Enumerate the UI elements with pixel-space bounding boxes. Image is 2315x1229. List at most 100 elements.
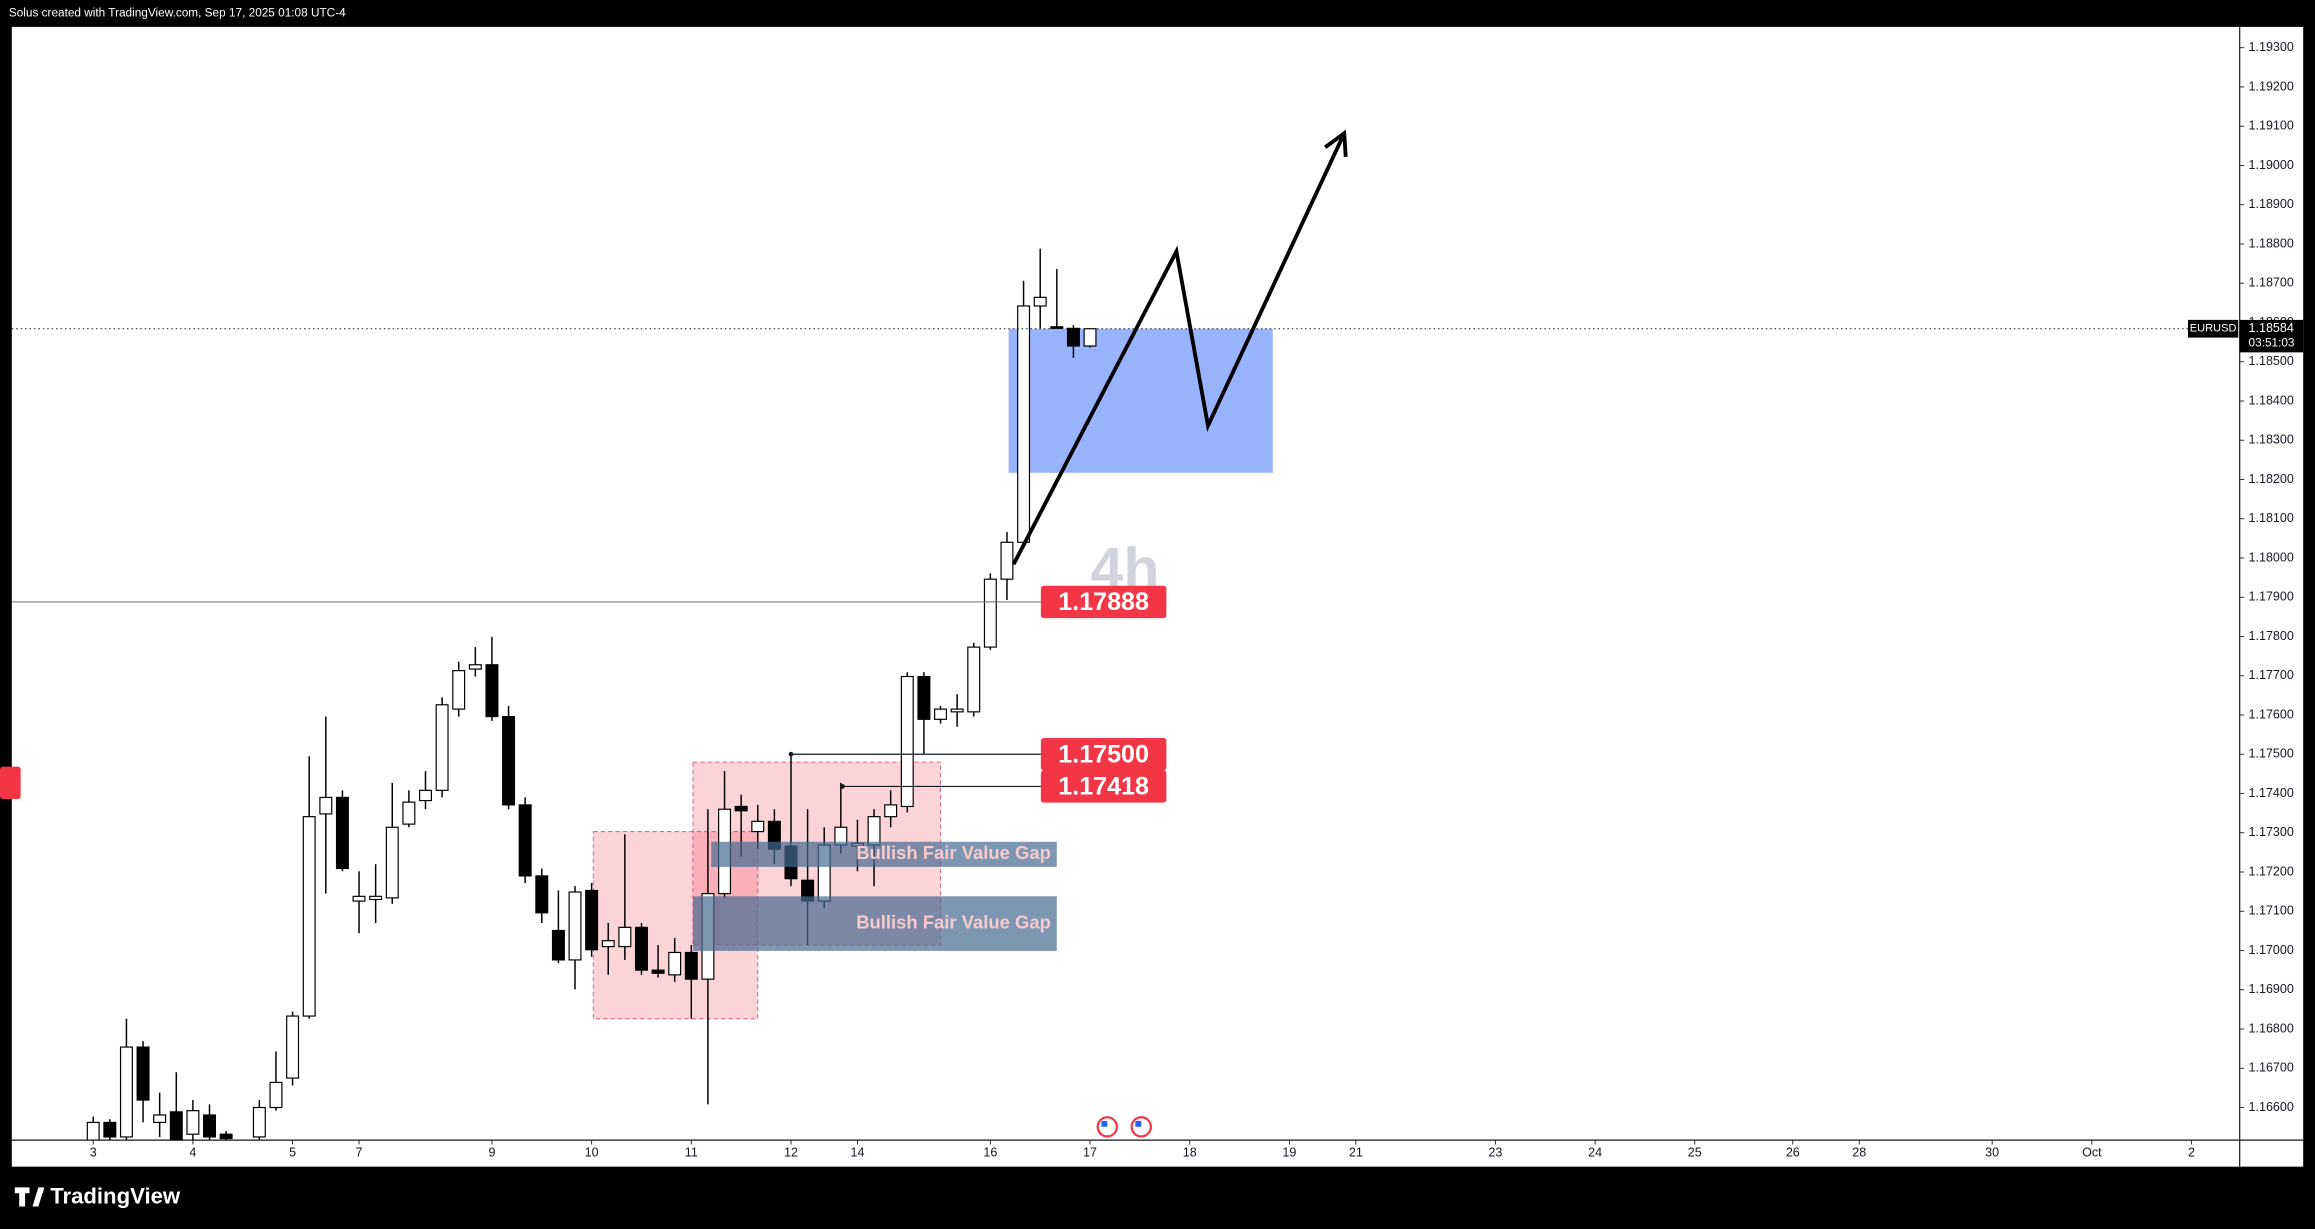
x-tick-label: 25 (1688, 1146, 1702, 1160)
candle-body (884, 804, 898, 818)
brand-name: TradingView (50, 1184, 181, 1209)
candle-body (601, 940, 615, 948)
fvg-box (692, 896, 1057, 951)
candle-body (286, 1015, 300, 1079)
x-tick-label: 4 (189, 1146, 196, 1160)
candle-body (1050, 326, 1064, 329)
candle-body (319, 796, 333, 815)
candle-body (252, 1106, 266, 1138)
candle-body (485, 664, 499, 718)
candle-body (535, 875, 549, 914)
x-tick-label: 21 (1349, 1146, 1363, 1160)
x-tick-label: 11 (685, 1146, 698, 1160)
fvg-box-label: Bullish Fair Value Gap (856, 842, 1051, 863)
candle-body (1000, 541, 1014, 580)
y-tick-label: 1.18100 (2249, 511, 2294, 525)
level-label: 1.17418 (1058, 773, 1149, 801)
logo-mark (14, 1187, 45, 1207)
y-tick-label: 1.16900 (2249, 982, 2294, 996)
y-tick-label: 1.17300 (2249, 825, 2294, 839)
x-tick-label: 23 (1488, 1146, 1502, 1160)
y-tick-label: 1.17600 (2249, 707, 2294, 721)
x-tick-label: Oct (2082, 1146, 2102, 1160)
level-label-box (1040, 585, 1167, 619)
candle-body (186, 1110, 200, 1135)
level-anchor (840, 784, 845, 789)
candle-body (153, 1114, 167, 1124)
candle-body (468, 664, 482, 670)
candle-body (618, 926, 632, 948)
x-tick-label: 18 (1183, 1146, 1197, 1160)
y-tick-label: 1.17700 (2249, 668, 2294, 682)
candle-body (1033, 296, 1047, 307)
candle-body (585, 889, 599, 951)
flag-canton (1101, 1120, 1108, 1127)
x-tick-label: 24 (1588, 1146, 1602, 1160)
x-tick-label: 28 (1852, 1146, 1866, 1160)
price-tag-text: 1.18584 (2249, 321, 2294, 335)
offscreen-label (0, 766, 21, 800)
level-label-box (1040, 770, 1167, 803)
candle-body (418, 789, 432, 802)
candle-body (136, 1046, 150, 1101)
fvg-box-label: Bullish Fair Value Gap (856, 911, 1051, 932)
y-tick-label: 1.16700 (2249, 1061, 2294, 1075)
x-tick-label: 19 (1282, 1146, 1296, 1160)
candle-body (119, 1046, 133, 1138)
candle-body (219, 1133, 233, 1140)
symbol-tag-text: EURUSD (2190, 323, 2237, 335)
countdown-text: 03:51:03 (2249, 336, 2295, 350)
y-tick-label: 1.18200 (2249, 472, 2294, 486)
candle-body (103, 1121, 117, 1138)
y-tick-label: 1.16800 (2249, 1021, 2294, 1035)
candle-body (950, 708, 964, 713)
y-tick-label: 1.18400 (2249, 393, 2294, 407)
candle-body (1017, 305, 1031, 543)
x-tick-label: 16 (983, 1146, 997, 1160)
candle-body (203, 1114, 217, 1138)
x-tick-label: 26 (1786, 1146, 1800, 1160)
y-tick-label: 1.19000 (2249, 158, 2294, 172)
y-tick-label: 1.18300 (2249, 433, 2294, 447)
y-tick-label: 1.18000 (2249, 550, 2294, 564)
x-tick-label: 9 (488, 1146, 495, 1160)
y-tick-label: 1.19300 (2249, 40, 2294, 54)
candle-body (917, 675, 931, 720)
event-icons (1096, 1116, 1152, 1138)
candle-body (1083, 328, 1097, 347)
candle-body (518, 804, 532, 877)
candle-body (668, 951, 682, 976)
y-tick-label: 1.17800 (2249, 629, 2294, 643)
y-tick-label: 1.17400 (2249, 786, 2294, 800)
symbol-tag (2188, 319, 2239, 338)
brand-logo: TradingView (14, 1184, 181, 1209)
candle-body (967, 646, 981, 713)
candle-body (385, 826, 399, 899)
level-label: 1.17888 (1058, 588, 1149, 616)
candle-body (751, 820, 765, 833)
zone (1008, 328, 1273, 473)
header-text: Solus created with TradingView.com, Sep … (9, 6, 346, 20)
projection-path (1011, 132, 1346, 566)
candle-body (684, 951, 698, 980)
candle-body (568, 891, 582, 961)
fvg-box (711, 841, 1057, 867)
x-tick-label: 5 (289, 1146, 296, 1160)
x-tick-label: 17 (1083, 1146, 1097, 1160)
candle-body (369, 895, 383, 901)
y-tick-label: 1.17900 (2249, 590, 2294, 604)
y-tick-label: 1.18800 (2249, 236, 2294, 250)
candle-body (551, 929, 565, 961)
candle-body (651, 969, 665, 974)
candle-body (900, 675, 914, 808)
level-label: 1.17500 (1058, 740, 1149, 768)
x-tick-label: 3 (90, 1146, 97, 1160)
candle-body (502, 715, 516, 806)
y-tick-label: 1.17100 (2249, 904, 2294, 918)
candle-body (86, 1121, 100, 1141)
candle-body (734, 805, 748, 812)
x-tick-label: 10 (585, 1146, 599, 1160)
plot (11, 129, 1348, 1141)
candle-body (983, 578, 997, 648)
